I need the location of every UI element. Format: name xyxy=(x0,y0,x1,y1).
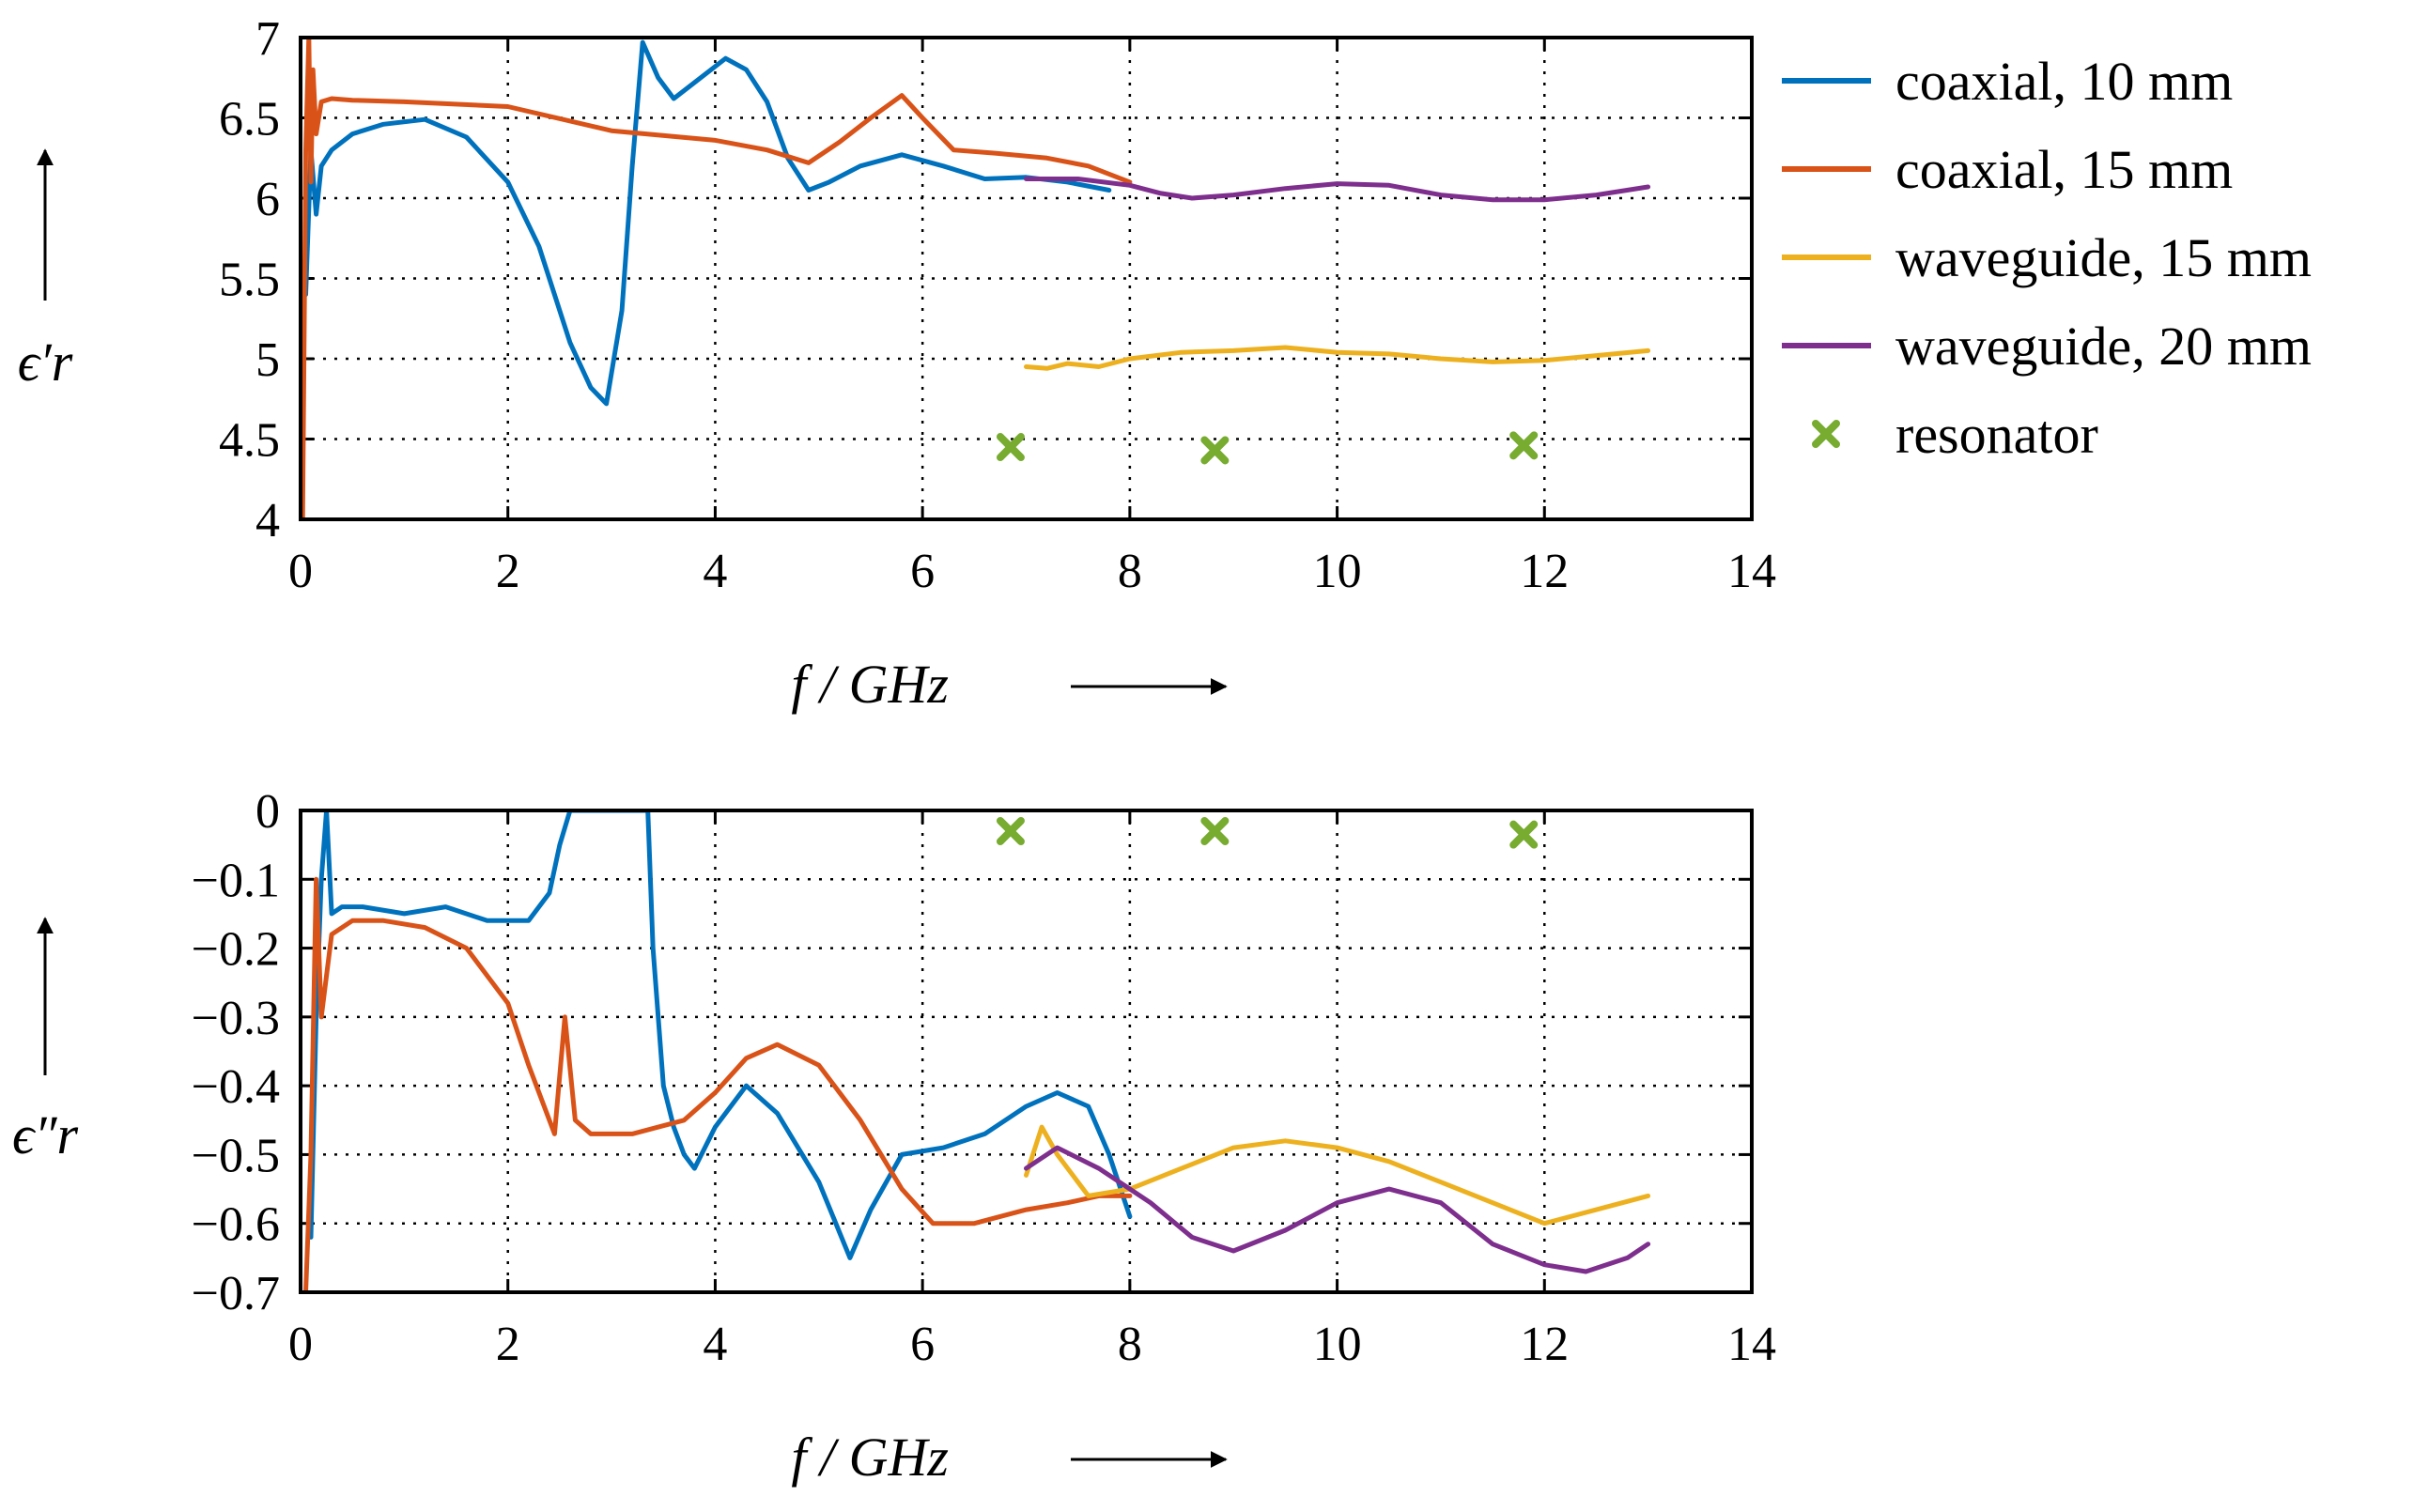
x-tick-label: 2 xyxy=(496,1318,520,1371)
x-tick-label: 14 xyxy=(1727,1318,1776,1371)
legend-label-coaxial-15mm: coaxial, 15 mm xyxy=(1895,139,2233,200)
resonator-marker xyxy=(996,816,1025,845)
top-x-tick-labels: 0 2 4 6 8 10 12 14 xyxy=(288,545,1776,598)
resonator-marker xyxy=(1200,436,1230,465)
legend-label-coaxial-10mm: coaxial, 10 mm xyxy=(1895,51,2233,112)
y-tick-label: 6 xyxy=(255,173,280,226)
x-tick-label: 12 xyxy=(1520,1318,1569,1371)
x-tick-label: 8 xyxy=(1118,545,1142,598)
y-tick-label: 5 xyxy=(255,333,280,387)
x-tick-label: 10 xyxy=(1313,1318,1362,1371)
series-line-waveguide-15-mm xyxy=(1024,1124,1651,1227)
legend-swatch-resonator xyxy=(1812,420,1840,448)
resonator-marker xyxy=(1509,431,1539,460)
resonator-marker xyxy=(996,433,1025,462)
y-tick-label: −0.7 xyxy=(192,1267,280,1320)
x-tick-label: 12 xyxy=(1520,545,1569,598)
series-line-waveguide-20-mm xyxy=(1024,1145,1651,1274)
legend-label-waveguide-15mm: waveguide, 15 mm xyxy=(1895,227,2312,288)
bottom-x-axis-label: f / GHz xyxy=(791,1427,949,1488)
bottom-plot-frame xyxy=(299,809,1754,1294)
series-line-coaxial-10-mm xyxy=(303,39,1112,407)
y-tick-label: −0.4 xyxy=(192,1060,280,1114)
resonator-marker xyxy=(1200,816,1230,845)
y-tick-label: −0.2 xyxy=(192,923,280,977)
series-line-coaxial-15-mm xyxy=(303,876,1133,1292)
series-line-coaxial-15-mm xyxy=(301,38,1133,519)
top-markers xyxy=(996,431,1539,465)
legend-label-resonator: resonator xyxy=(1895,404,2098,465)
x-tick-label: 4 xyxy=(703,545,727,598)
bottom-y-axis-label: ϵ″r xyxy=(12,1104,79,1165)
series-line-waveguide-15-mm xyxy=(1024,345,1651,371)
top-plot-frame xyxy=(299,36,1754,521)
y-tick-label: −0.5 xyxy=(192,1129,280,1182)
top-y-tick-labels: 7 6.5 6 5.5 5 4.5 4 xyxy=(219,12,280,548)
x-tick-label: 14 xyxy=(1727,545,1776,598)
x-tick-label: 2 xyxy=(496,545,520,598)
y-tick-label: −0.6 xyxy=(192,1198,280,1252)
y-tick-label: −0.1 xyxy=(192,854,280,907)
top-x-axis-label: f / GHz xyxy=(791,654,949,715)
chart-bottom: 0 2 4 6 8 10 12 14 0 −0.1 −0.2 −0.3 −0.4 −0.5 −0.6 −0.… xyxy=(12,785,1776,1488)
y-tick-label: 0 xyxy=(255,785,280,839)
legend-label-waveguide-20mm: waveguide, 20 mm xyxy=(1895,316,2312,377)
bottom-y-tick-labels: 0 −0.1 −0.2 −0.3 −0.4 −0.5 −0.6 −0.7 xyxy=(192,785,280,1320)
bottom-series xyxy=(303,810,1651,1292)
legend: coaxial, 10 mm coaxial, 15 mm waveguide,… xyxy=(1782,51,2312,465)
top-series xyxy=(301,38,1651,519)
y-tick-label: 4.5 xyxy=(219,414,280,468)
x-tick-label: 4 xyxy=(703,1318,727,1371)
y-tick-label: 6.5 xyxy=(219,93,280,147)
series-line-waveguide-20-mm xyxy=(1024,177,1651,203)
x-tick-label: 6 xyxy=(910,1318,935,1371)
y-tick-label: −0.3 xyxy=(192,992,280,1045)
x-tick-label: 10 xyxy=(1313,545,1362,598)
resonator-marker xyxy=(1509,820,1539,849)
series-line-coaxial-10-mm xyxy=(308,810,1133,1260)
x-tick-label: 0 xyxy=(288,545,313,598)
top-y-axis-label: ϵ′r xyxy=(18,332,73,393)
x-tick-label: 6 xyxy=(910,545,935,598)
x-tick-label: 0 xyxy=(288,1318,313,1371)
chart-top: 0 2 4 6 8 10 12 14 7 6.5 6 5.5 5 4.5 4 ϵ′r f / GHz xyxy=(18,12,1776,715)
bottom-markers xyxy=(996,816,1539,849)
y-tick-label: 7 xyxy=(255,12,280,66)
y-tick-label: 4 xyxy=(255,494,280,548)
x-tick-label: 8 xyxy=(1118,1318,1142,1371)
bottom-x-tick-labels: 0 2 4 6 8 10 12 14 xyxy=(288,1318,1776,1371)
y-tick-label: 5.5 xyxy=(219,254,280,307)
resonator-legend-marker xyxy=(1812,420,1840,448)
